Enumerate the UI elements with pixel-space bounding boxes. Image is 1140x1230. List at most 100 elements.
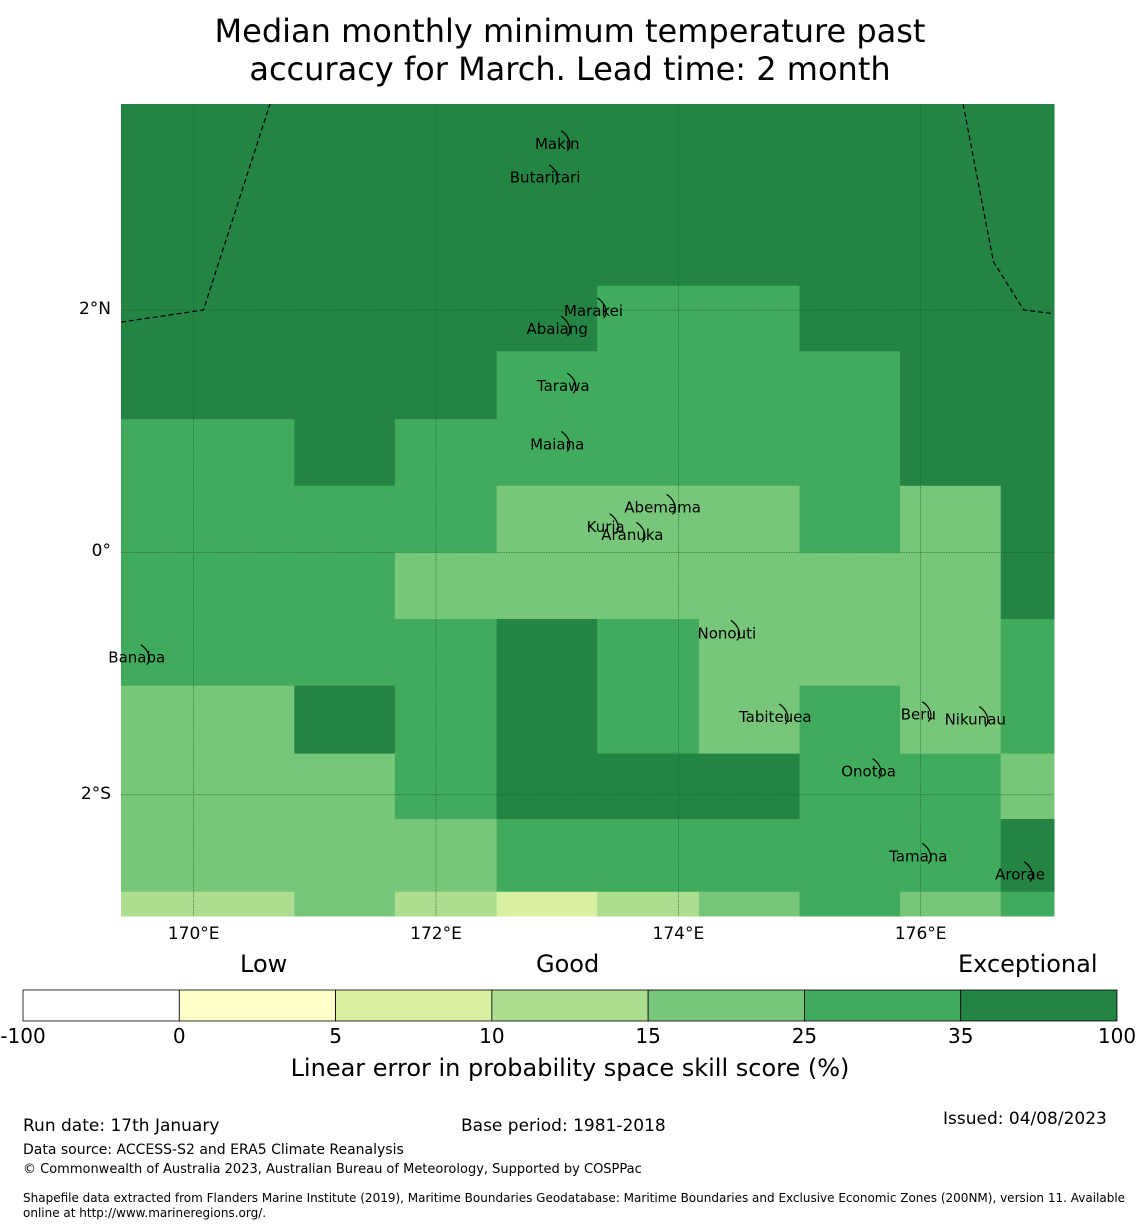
island-outline-tabiteuea bbox=[778, 703, 789, 725]
latitude-tick-label: 0° bbox=[91, 541, 111, 562]
island-outline-beru bbox=[921, 701, 932, 723]
colorbar-bin bbox=[491, 989, 649, 1022]
skill-cell bbox=[900, 891, 1002, 917]
skill-cell bbox=[597, 619, 700, 687]
skill-cell bbox=[1000, 285, 1055, 352]
skill-cell bbox=[799, 685, 901, 755]
skill-cell bbox=[698, 285, 801, 352]
island-label-beru: Beru bbox=[901, 706, 936, 724]
island-label-abemama: Abemama bbox=[624, 498, 701, 516]
island-label-onotoa: Onotoa bbox=[841, 763, 896, 781]
eez-boundary-line bbox=[962, 103, 1055, 315]
skill-cell bbox=[294, 819, 396, 893]
longitude-tick-label: 170°E bbox=[167, 924, 220, 944]
skill-cell bbox=[900, 619, 1002, 687]
colorbar bbox=[22, 989, 1118, 1022]
skill-cell bbox=[496, 619, 598, 687]
island-outline-nonouti bbox=[730, 619, 741, 641]
skill-cell bbox=[394, 819, 498, 893]
skill-cell bbox=[294, 485, 396, 553]
skill-cell bbox=[496, 485, 598, 553]
island-label-banaba: Banaba bbox=[108, 649, 165, 667]
island-label-makin: Makin bbox=[535, 135, 580, 153]
base-period: Base period: 1981-2018 bbox=[461, 1116, 666, 1136]
skill-cell bbox=[294, 552, 396, 620]
skill-cell bbox=[394, 285, 498, 352]
skill-cell bbox=[496, 419, 598, 487]
skill-cell bbox=[597, 485, 700, 553]
skill-cell bbox=[900, 485, 1002, 553]
colorbar-bin bbox=[960, 989, 1118, 1022]
island-outline-abemama bbox=[666, 493, 676, 515]
colorbar-tick-label: 10 bbox=[479, 1024, 505, 1048]
island-label-aranuka: Aranuka bbox=[601, 526, 663, 544]
shapefile-credit: Shapefile data extracted from Flanders M… bbox=[23, 1191, 1126, 1220]
skill-cell bbox=[799, 753, 901, 820]
skill-cell bbox=[294, 891, 396, 917]
skill-cell bbox=[394, 104, 498, 287]
island-label-maiana: Maiana bbox=[530, 435, 584, 453]
skill-cell bbox=[799, 552, 901, 620]
title-line-2: accuracy for March. Lead time: 2 month bbox=[249, 50, 891, 88]
colorbar-tick-label: 5 bbox=[329, 1024, 342, 1048]
skill-cell bbox=[597, 685, 700, 755]
island-label-tabiteuea: Tabiteuea bbox=[738, 708, 812, 726]
skill-cell bbox=[1000, 819, 1055, 893]
colorbar-tick-label: -100 bbox=[0, 1024, 46, 1048]
skill-cell bbox=[799, 104, 901, 287]
island-outline-abaiang bbox=[560, 315, 571, 337]
skill-cell bbox=[121, 552, 295, 620]
skill-cell bbox=[1000, 104, 1055, 287]
skill-cell bbox=[799, 419, 901, 487]
colorbar-tick-label: 15 bbox=[635, 1024, 661, 1048]
skill-cell bbox=[394, 552, 498, 620]
skill-cell bbox=[394, 619, 498, 687]
skill-cell bbox=[496, 685, 598, 755]
skill-cell bbox=[799, 351, 901, 420]
skill-cell bbox=[698, 753, 801, 820]
skill-cell bbox=[900, 285, 1002, 352]
skill-cell bbox=[294, 104, 396, 287]
skill-cell bbox=[496, 753, 598, 820]
island-outline-maiana bbox=[560, 430, 571, 452]
colorbar-tick-label: 25 bbox=[791, 1024, 818, 1048]
island-outline-banaba bbox=[140, 644, 151, 666]
skill-cell bbox=[394, 891, 498, 917]
island-outline-makin bbox=[560, 130, 571, 152]
colorbar-bin bbox=[335, 989, 493, 1022]
island-outline-onotoa bbox=[872, 758, 882, 779]
skill-cell bbox=[698, 891, 801, 917]
longitude-tick-label: 174°E bbox=[652, 924, 705, 944]
issued-date: Issued: 04/08/2023 bbox=[943, 1109, 1107, 1129]
skill-cell bbox=[121, 485, 295, 553]
colorbar-tick-label: 0 bbox=[172, 1024, 186, 1048]
island-outline-arorae bbox=[1023, 861, 1034, 883]
island-label-abaiang: Abaiang bbox=[527, 320, 588, 338]
skill-cell bbox=[394, 485, 498, 553]
colorbar-tick-label: 100 bbox=[1097, 1024, 1137, 1048]
skill-grid bbox=[121, 104, 1055, 917]
colorbar-label: Linear error in probability space skill … bbox=[290, 1054, 850, 1082]
skill-cell bbox=[1000, 753, 1055, 820]
skill-cell bbox=[294, 685, 396, 755]
skill-cell bbox=[698, 819, 801, 893]
skill-cell bbox=[597, 351, 700, 420]
skill-cell bbox=[698, 351, 801, 420]
skill-cell bbox=[900, 685, 1002, 755]
run-date: Run date: 17th January bbox=[23, 1116, 220, 1136]
latitude-tick-label: 2°N bbox=[78, 299, 111, 320]
skill-cell bbox=[121, 351, 295, 420]
island-label-nonouti: Nonouti bbox=[698, 624, 757, 642]
colorbar-bin bbox=[804, 989, 962, 1022]
skill-cell bbox=[799, 819, 901, 893]
skill-cell bbox=[1000, 351, 1055, 420]
skill-cell bbox=[698, 419, 801, 487]
skill-cell bbox=[496, 104, 598, 287]
skill-cell bbox=[121, 685, 295, 755]
longitude-tick-label: 176°E bbox=[894, 924, 947, 944]
skill-cell bbox=[121, 419, 295, 487]
skill-cell bbox=[1000, 619, 1055, 687]
skill-cell bbox=[121, 891, 295, 917]
colorbar-bin bbox=[178, 989, 336, 1022]
